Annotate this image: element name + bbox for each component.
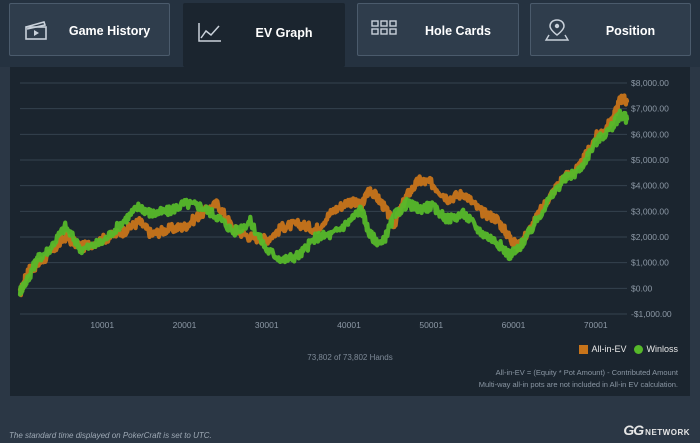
timezone-note: The standard time displayed on PokerCraf…: [9, 431, 212, 440]
tab-hole-cards[interactable]: Hole Cards: [357, 3, 519, 56]
legend-label-winloss: Winloss: [646, 344, 678, 354]
legend-swatch-allin: [579, 344, 589, 354]
tab-ev-graph[interactable]: EV Graph: [183, 3, 345, 67]
x-tick-label: 10001: [90, 320, 114, 330]
location-pin-icon: [544, 19, 570, 41]
chart-legend: All-in-EV Winloss: [579, 344, 678, 354]
x-tick-label: 60001: [502, 320, 526, 330]
legend-label-allin: All-in-EV: [591, 344, 627, 354]
ev-chart: -$1,000.00 $0.00 $1,000.00 $2,000.00 $3,000.…: [17, 78, 672, 330]
y-tick-label: $8,000.00: [631, 78, 669, 88]
x-tick-label: 50001: [419, 320, 443, 330]
grid-icon: [371, 20, 397, 35]
tab-hole-cards-label: Hole Cards: [425, 24, 491, 38]
tab-ev-graph-label: EV Graph: [255, 26, 313, 40]
ev-note-line1: All-in-EV = (Equity * Pot Amount) - Cont…: [495, 368, 678, 377]
y-tick-label: $6,000.00: [631, 129, 669, 139]
tab-position[interactable]: Position: [530, 3, 691, 56]
y-tick-label: $3,000.00: [631, 206, 669, 216]
legend-item-winloss[interactable]: Winloss: [634, 344, 678, 354]
brand-network: NETWORK: [645, 428, 690, 437]
ggnetwork-logo: GG NETWORK: [623, 422, 690, 438]
x-tick-label: 40001: [337, 320, 361, 330]
clapperboard-icon: [25, 21, 47, 40]
legend-swatch-winloss: [634, 344, 644, 354]
y-tick-label: $5,000.00: [631, 155, 669, 165]
ev-note-line2: Multi-way all-in pots are not included i…: [478, 380, 678, 389]
tab-bar: Game History EV Graph Hole Cards Positio…: [0, 0, 700, 67]
legend-item-allin[interactable]: All-in-EV: [579, 344, 626, 354]
tab-game-history[interactable]: Game History: [9, 3, 170, 56]
brand-gg: GG: [623, 422, 644, 438]
tab-position-label: Position: [605, 24, 656, 38]
y-tick-label: -$1,000.00: [631, 309, 672, 319]
series-line-allin-ev: [17, 93, 630, 298]
y-tick-label: $4,000.00: [631, 181, 669, 191]
hands-count: 73,802 of 73,802 Hands: [307, 353, 393, 362]
ev-explanation: All-in-EV = (Equity * Pot Amount) - Cont…: [479, 367, 678, 391]
line-chart-icon: [198, 23, 221, 42]
tab-game-history-label: Game History: [68, 24, 151, 38]
x-tick-label: 30001: [255, 320, 279, 330]
x-tick-label: 20001: [173, 320, 197, 330]
y-tick-label: $1,000.00: [631, 258, 669, 268]
ev-graph-panel: -$1,000.00 $0.00 $1,000.00 $2,000.00 $3,000.…: [10, 67, 690, 396]
y-tick-label: $7,000.00: [631, 104, 669, 114]
series-line-winloss: [17, 108, 630, 297]
y-tick-label: $2,000.00: [631, 232, 669, 242]
x-tick-label: 70001: [584, 320, 608, 330]
y-tick-label: $0.00: [631, 283, 653, 293]
